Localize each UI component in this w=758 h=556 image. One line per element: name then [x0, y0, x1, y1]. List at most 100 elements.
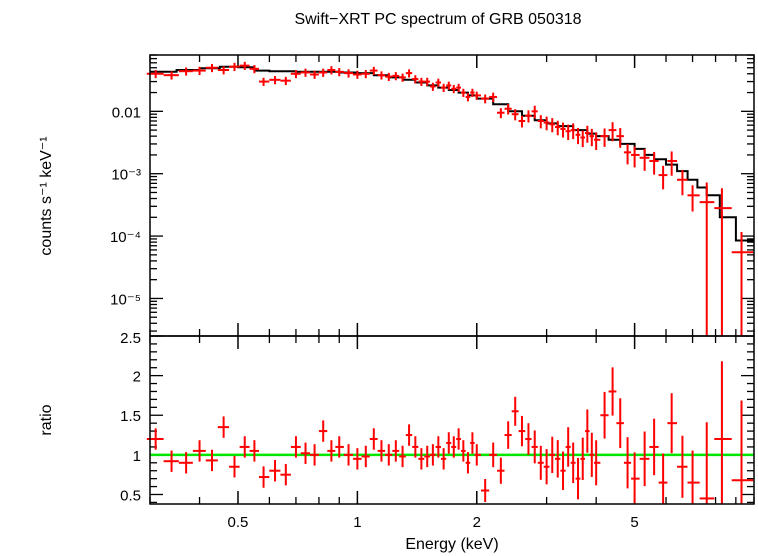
ratio-point — [440, 448, 447, 470]
ratio-point — [163, 450, 179, 472]
ratio-point — [377, 440, 386, 462]
data-point — [399, 73, 406, 82]
ratio-point — [543, 449, 550, 485]
ratio-point — [585, 409, 590, 453]
data-point — [446, 81, 452, 90]
data-point — [600, 128, 609, 147]
data-point — [731, 231, 754, 336]
ratio-panel: 0.5 1 2 5 0.5 1 1.5 2 — [120, 335, 755, 531]
data-point — [435, 78, 441, 87]
data-point — [377, 71, 386, 80]
ratio-point — [616, 398, 624, 449]
data-point — [385, 72, 393, 82]
spectrum-panel: 0.01 10⁻³ 10⁻⁴ 10⁻⁵ 2.5 — [110, 54, 755, 349]
spectrum-ticks — [149, 54, 755, 349]
data-point — [631, 146, 640, 168]
data-point — [543, 116, 550, 131]
ratio-point — [731, 400, 754, 504]
data-point — [451, 84, 457, 94]
ratio-point — [446, 432, 452, 454]
ratio-point — [470, 432, 475, 454]
spectrum-tick-labels: 0.01 10⁻³ 10⁻⁴ 10⁻⁵ 2.5 — [110, 104, 141, 347]
data-point — [560, 122, 566, 138]
x-tick-label: 2 — [473, 514, 481, 531]
data-point — [352, 70, 362, 79]
data-point — [639, 149, 650, 171]
data-point — [489, 92, 498, 103]
ratio-point — [649, 418, 659, 476]
data-point — [369, 66, 378, 75]
ratio-point — [600, 391, 609, 439]
chart-title: Swift−XRT PC spectrum of GRB 050318 — [294, 11, 581, 28]
ratio-point — [217, 416, 230, 438]
ratio-point — [269, 460, 281, 482]
data-point — [343, 69, 353, 78]
data-point — [714, 188, 732, 336]
model-step-line — [150, 65, 754, 242]
data-point — [418, 77, 425, 86]
y-axis-label-spectrum: counts s⁻¹ keV⁻¹ — [38, 136, 55, 255]
data-point — [667, 151, 678, 176]
y-tick-label: 2 — [133, 369, 141, 386]
data-point — [480, 94, 490, 104]
spectrum-frame — [149, 54, 755, 337]
ratio-point — [465, 452, 471, 474]
data-point — [497, 108, 505, 119]
data-point — [585, 125, 590, 143]
ratio-point — [392, 440, 400, 462]
x-axis-label: Energy (keV) — [405, 536, 498, 553]
data-point — [575, 127, 581, 145]
data-point — [616, 128, 624, 148]
data-point — [518, 115, 526, 128]
ratio-point — [205, 449, 218, 472]
ratio-point — [399, 445, 406, 468]
ratio-ticks — [149, 335, 755, 504]
data-point — [269, 76, 281, 85]
ratio-point — [518, 415, 526, 447]
ratio-point — [658, 453, 668, 504]
data-point — [470, 88, 475, 97]
data-point — [258, 77, 270, 86]
data-point — [249, 65, 259, 74]
y-tick-label: 10⁻⁵ — [110, 291, 141, 308]
data-point — [570, 123, 576, 140]
data-point — [392, 72, 400, 81]
spectrum-data-points — [146, 61, 754, 336]
ratio-point — [239, 436, 250, 458]
data-point — [310, 70, 319, 79]
ratio-point — [412, 436, 419, 458]
data-point — [318, 68, 328, 77]
ratio-point — [565, 427, 571, 467]
data-point — [465, 93, 471, 102]
x-tick-label: 1 — [353, 514, 361, 531]
data-point — [163, 71, 179, 80]
x-tick-label: 5 — [630, 514, 638, 531]
ratio-frame — [149, 335, 755, 505]
ratio-point — [435, 436, 441, 458]
data-point — [229, 62, 240, 72]
data-point — [549, 118, 555, 133]
y-tick-label: 10⁻³ — [111, 167, 141, 184]
ratio-point — [677, 435, 688, 498]
data-point — [178, 67, 193, 76]
data-point — [460, 88, 466, 97]
data-point — [412, 75, 419, 84]
y-tick-label: 0.01 — [112, 104, 141, 121]
ratio-point — [687, 450, 700, 504]
y-tick-label: 10⁻⁴ — [110, 229, 141, 246]
data-point — [335, 68, 344, 77]
x-tick-label: 0.5 — [228, 514, 249, 531]
data-point — [327, 66, 336, 75]
ratio-point — [575, 457, 581, 500]
data-point — [593, 132, 601, 151]
ratio-point — [554, 440, 561, 478]
data-point — [290, 69, 301, 79]
data-point — [456, 83, 461, 93]
ratio-point — [192, 440, 206, 462]
ratio-point — [310, 444, 319, 466]
y-tick-label: 2.5 — [120, 330, 141, 347]
data-point — [300, 68, 311, 77]
ratio-point — [504, 421, 512, 449]
data-point — [525, 110, 532, 123]
